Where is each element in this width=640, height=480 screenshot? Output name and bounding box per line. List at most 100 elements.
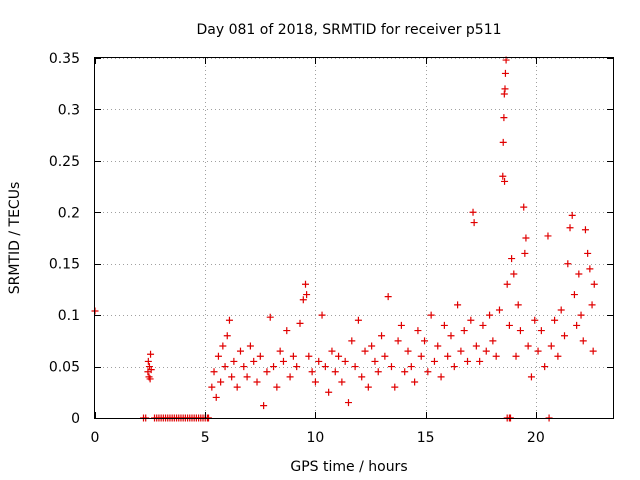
x-tick-label: 20 <box>527 430 545 446</box>
data-point <box>217 378 225 386</box>
data-point <box>495 306 503 314</box>
data-point <box>250 357 258 365</box>
data-point <box>434 342 442 350</box>
x-tick-label: 0 <box>91 430 100 446</box>
data-point <box>230 357 238 365</box>
x-tick-label: 15 <box>417 430 435 446</box>
data-point <box>417 352 425 360</box>
data-point <box>384 293 392 301</box>
data-point <box>421 337 429 345</box>
data-point <box>568 211 576 219</box>
data-point <box>577 311 585 319</box>
data-point <box>243 373 251 381</box>
data-point <box>279 357 287 365</box>
data-point <box>341 357 349 365</box>
data-point <box>501 85 509 93</box>
data-point <box>430 357 438 365</box>
data-point <box>531 316 539 324</box>
data-point <box>256 352 264 360</box>
data-point <box>212 393 220 401</box>
data-point <box>581 226 589 234</box>
data-point <box>489 337 497 345</box>
data-point <box>371 357 379 365</box>
data-point <box>554 352 562 360</box>
data-point <box>464 357 472 365</box>
y-tick-label: 0.25 <box>49 154 80 170</box>
data-point <box>590 280 598 288</box>
data-point <box>561 332 569 340</box>
data-point <box>394 337 402 345</box>
data-point <box>524 342 532 350</box>
data-point <box>584 249 592 257</box>
data-point <box>299 296 307 304</box>
x-axis-label: GPS time / hours <box>290 459 407 475</box>
data-point <box>482 347 490 355</box>
data-point <box>348 337 356 345</box>
data-point <box>570 291 578 299</box>
data-point <box>146 375 154 383</box>
data-point <box>303 291 311 299</box>
data-point <box>505 321 513 329</box>
data-point <box>302 280 310 288</box>
data-point <box>397 321 405 329</box>
data-point <box>470 219 478 227</box>
data-point <box>527 373 535 381</box>
plot-frame <box>94 57 614 419</box>
data-point <box>521 249 529 257</box>
data-point <box>472 342 480 350</box>
data-point <box>289 352 297 360</box>
data-point <box>492 352 500 360</box>
data-point <box>223 332 231 340</box>
data-point <box>354 316 362 324</box>
data-point <box>579 337 587 345</box>
data-point <box>503 280 511 288</box>
x-tick-labels: 0 5 10 15 20 <box>91 430 545 446</box>
data-point <box>253 378 261 386</box>
data-point <box>391 383 399 391</box>
data-point <box>335 352 343 360</box>
data-point <box>364 383 372 391</box>
data-point <box>266 313 274 321</box>
data-point <box>325 388 333 396</box>
data-point <box>447 332 455 340</box>
y-tick-label: 0.1 <box>58 308 80 324</box>
data-point <box>427 311 435 319</box>
data-point <box>318 311 326 319</box>
y-tick-label: 0.15 <box>49 257 80 273</box>
data-point <box>246 342 254 350</box>
data-point <box>147 350 155 358</box>
data-point <box>564 260 572 268</box>
data-point <box>210 368 218 376</box>
x-tick-label: 5 <box>201 430 210 446</box>
data-point <box>450 363 458 371</box>
data-point <box>547 342 555 350</box>
data-point <box>460 327 468 335</box>
data-point <box>467 316 475 324</box>
data-point <box>501 177 509 185</box>
data-point <box>520 203 528 211</box>
data-point <box>501 69 509 77</box>
y-tick-label: 0.2 <box>58 205 80 221</box>
data-point <box>512 352 520 360</box>
data-point <box>273 383 281 391</box>
data-point <box>437 373 445 381</box>
data-point <box>508 255 516 263</box>
data-point <box>233 383 241 391</box>
data-point <box>516 327 524 335</box>
data-point <box>479 321 487 329</box>
data-point <box>225 316 233 324</box>
data-point <box>378 332 386 340</box>
data-point <box>414 327 422 335</box>
data-point <box>240 363 248 371</box>
data-point <box>283 327 291 335</box>
x-tick-label: 10 <box>307 430 325 446</box>
data-point <box>338 378 346 386</box>
y-tick-labels: 0 0.05 0.1 0.15 0.2 0.25 0.3 0.35 <box>49 51 80 427</box>
data-point <box>486 311 494 319</box>
data-point <box>147 366 155 374</box>
data-point <box>263 368 271 376</box>
data-point <box>308 368 316 376</box>
data-point <box>407 363 415 371</box>
data-point <box>534 347 542 355</box>
